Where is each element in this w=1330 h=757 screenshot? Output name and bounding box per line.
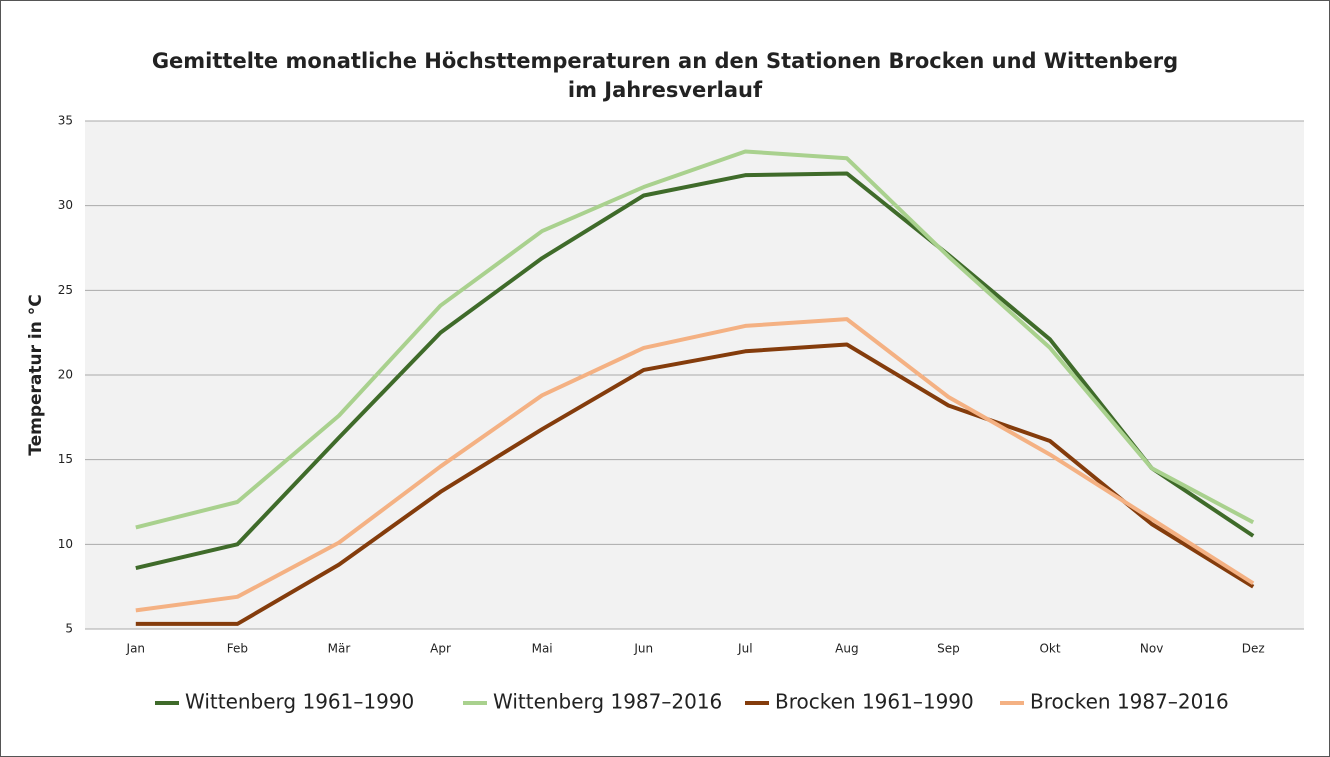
chart-title: im Jahresverlauf bbox=[568, 78, 763, 102]
line-series bbox=[135, 342, 1255, 626]
legend-label: Brocken 1987–2016 bbox=[1030, 690, 1229, 714]
legend-label: Wittenberg 1987–2016 bbox=[493, 690, 722, 714]
x-tick-label: Mär bbox=[328, 642, 351, 656]
x-tick-label: Jun bbox=[633, 642, 653, 656]
x-tick-label: Feb bbox=[227, 642, 248, 656]
x-tick-label: Okt bbox=[1039, 642, 1060, 656]
y-tick-label: 20 bbox=[58, 368, 73, 382]
x-tick-label: Nov bbox=[1140, 642, 1163, 656]
line-series bbox=[135, 317, 1255, 613]
legend-label: Wittenberg 1961–1990 bbox=[185, 690, 414, 714]
y-tick-label: 15 bbox=[58, 452, 73, 466]
x-tick-label: Mai bbox=[532, 642, 553, 656]
y-tick-label: 10 bbox=[58, 537, 73, 551]
y-tick-label: 25 bbox=[58, 283, 73, 297]
x-tick-label: Jan bbox=[126, 642, 146, 656]
x-tick-label: Apr bbox=[430, 642, 451, 656]
x-tick-label: Dez bbox=[1242, 642, 1265, 656]
x-tick-label: Aug bbox=[835, 642, 858, 656]
line-series bbox=[135, 171, 1255, 570]
y-tick-label: 5 bbox=[65, 622, 73, 636]
y-tick-label: 30 bbox=[58, 198, 73, 212]
x-tick-label: Jul bbox=[737, 642, 752, 656]
line-series bbox=[135, 149, 1255, 530]
legend-label: Brocken 1961–1990 bbox=[775, 690, 974, 714]
y-axis-label: Temperatur in °C bbox=[26, 294, 46, 456]
chart-title: Gemittelte monatliche Höchsttemperaturen… bbox=[152, 49, 1178, 73]
y-tick-label: 35 bbox=[58, 114, 73, 128]
x-tick-label: Sep bbox=[937, 642, 960, 656]
